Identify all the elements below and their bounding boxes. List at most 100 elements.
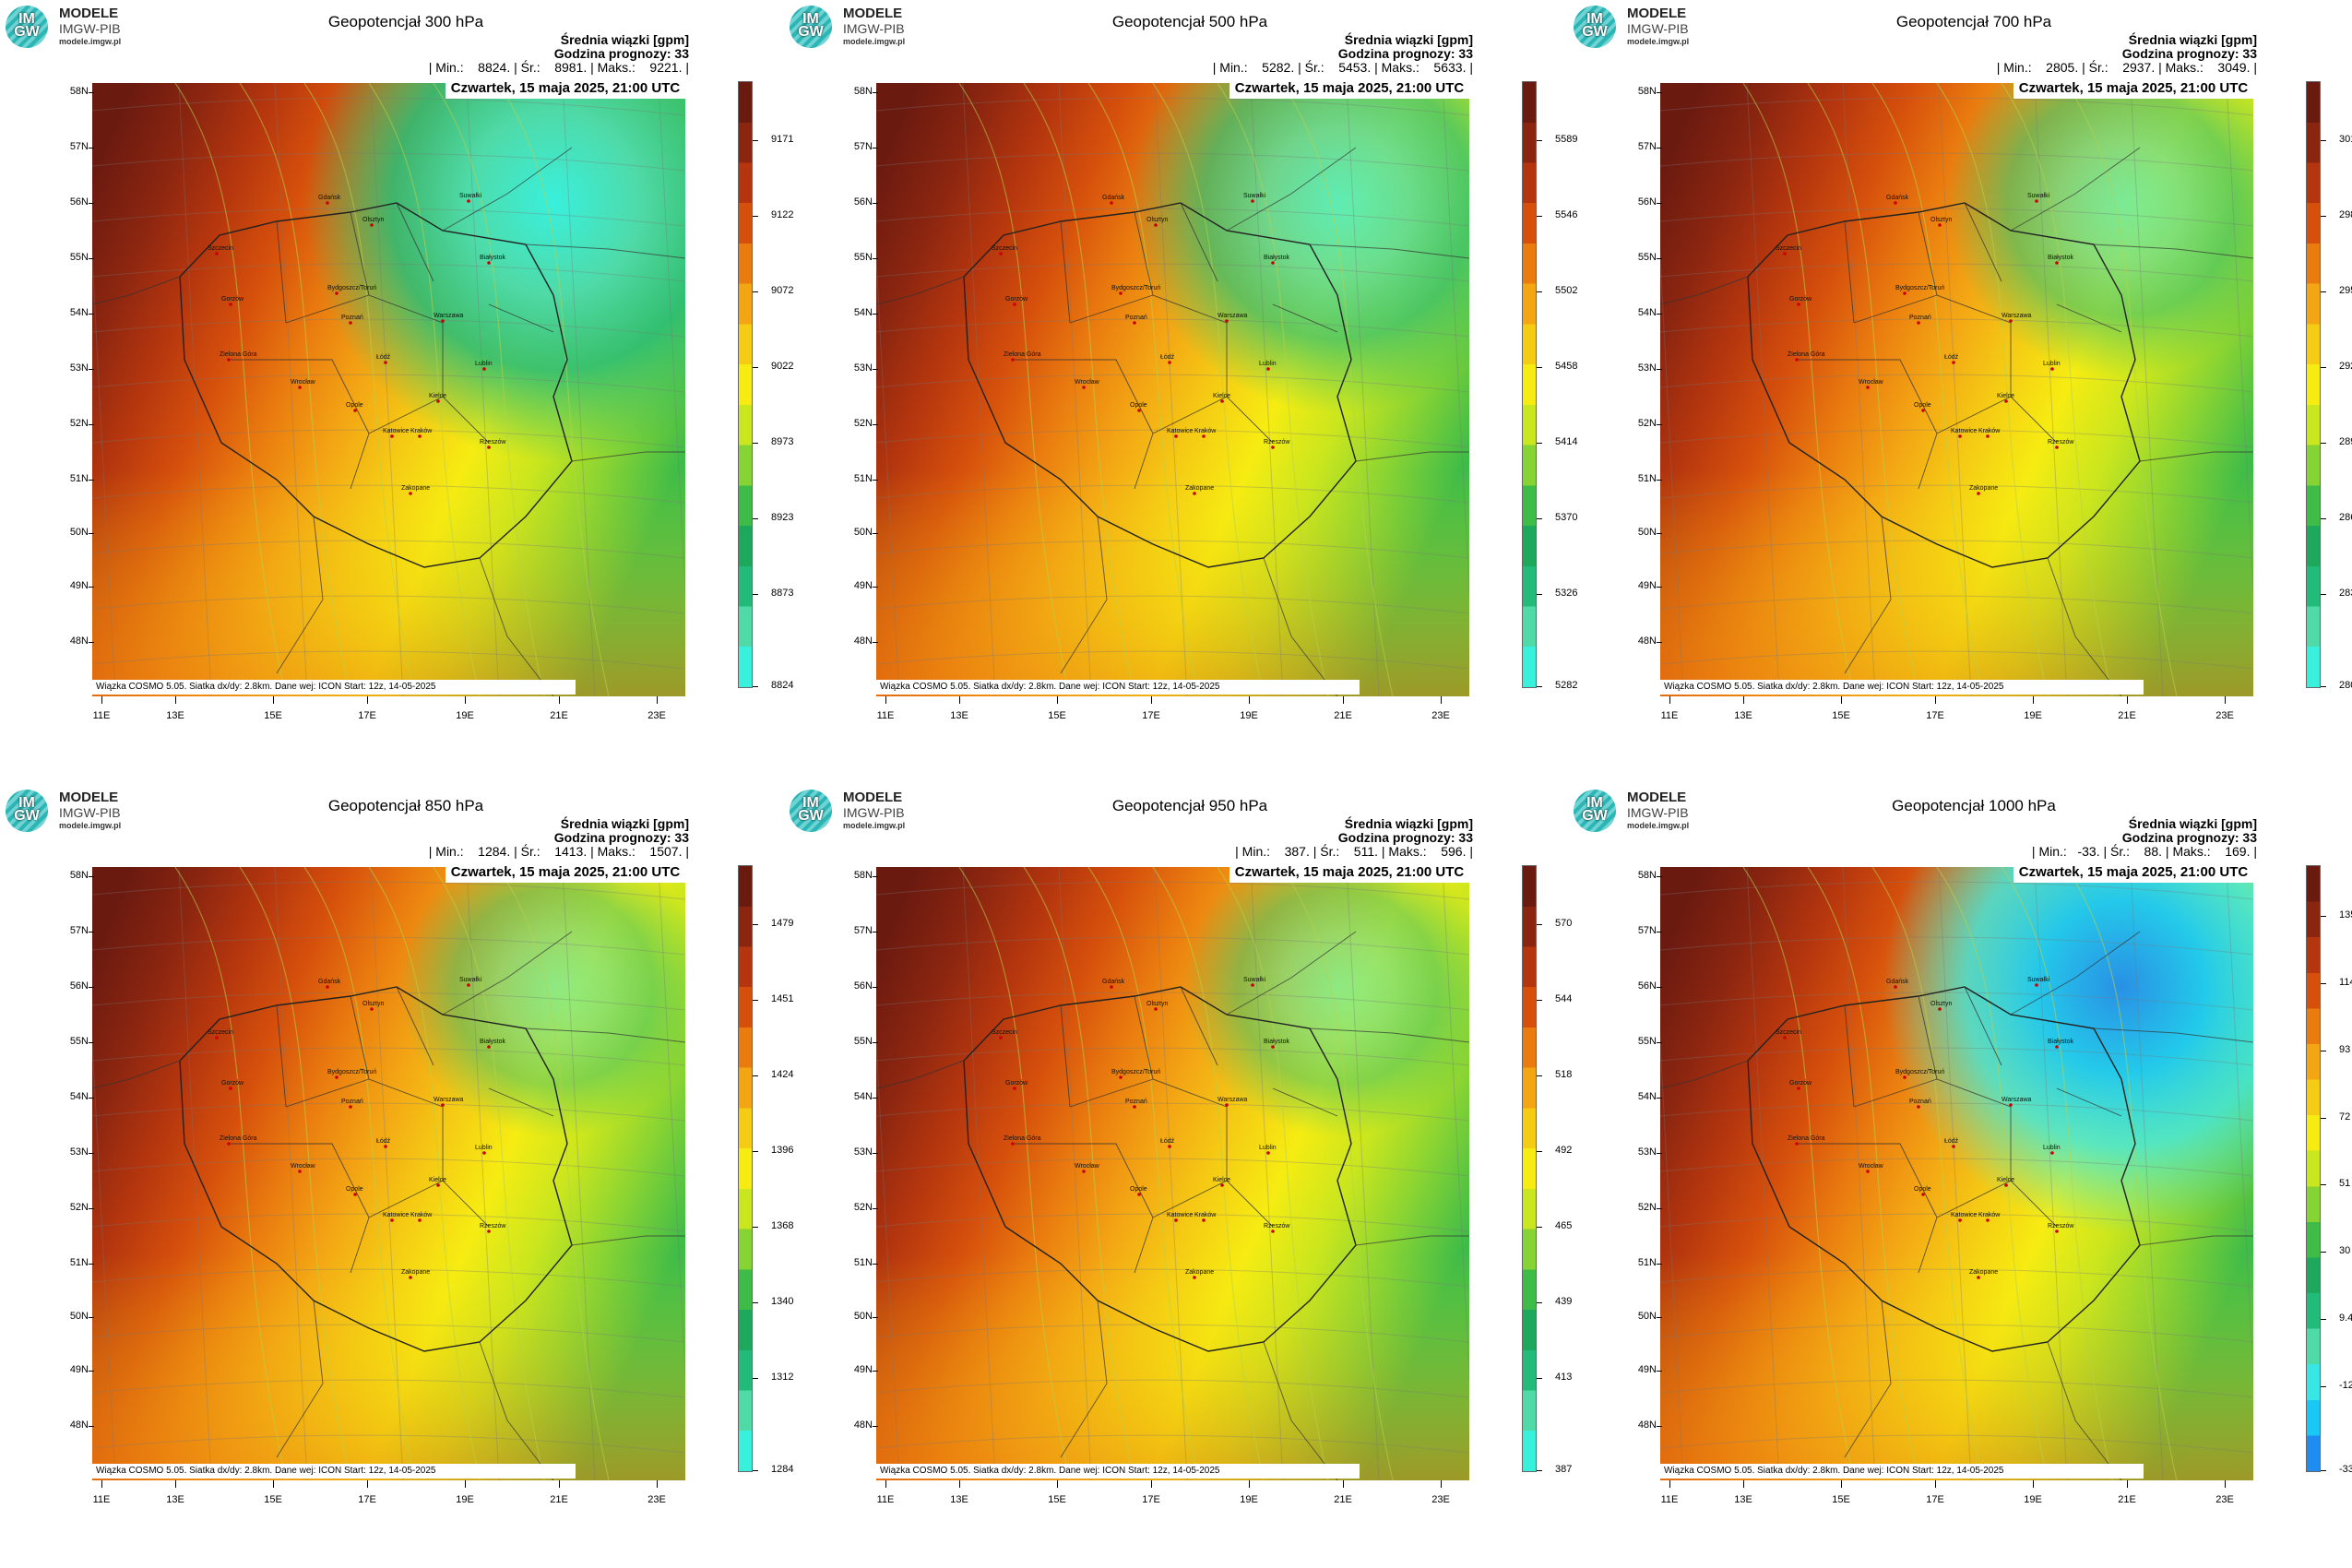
latitude-label: 56N [1637,196,1657,208]
latitude-tick [873,876,878,877]
country-border [179,986,573,1352]
colorbar-tick [753,1302,758,1303]
longitude-tick [2033,1480,2034,1488]
colorbar-tick [1537,1302,1542,1303]
panel-header: Średnia wiązki [gpm] Godzina prognozy: 33… [429,817,689,859]
city-marker [1011,358,1015,362]
colorbar-tick [1537,1227,1542,1228]
colorbar-tick [1537,1378,1542,1379]
latitude-label: 54N [1637,1091,1657,1102]
map-panel: IM GW MODELE IMGW-PIB modele.imgw.pl Geopote… [1568,0,2352,784]
city-marker [1958,1218,1962,1222]
longitude-tick [1343,1480,1344,1488]
colorbar-tick [2321,983,2326,984]
city-marker [1866,1170,1870,1173]
latitude-label: 58N [1637,870,1657,881]
graticule-meridian [466,83,500,696]
map-panel: IM GW MODELE IMGW-PIB modele.imgw.pl Geopote… [784,784,1572,1568]
graticule-meridian [1442,867,1469,1384]
logo-emblem-icon [6,790,48,832]
neighbor-borders [1660,147,2253,696]
latitude-tick [1657,1426,1662,1427]
city-marker [1110,201,1113,205]
city-label: Szczecin [1776,245,1801,252]
neighbor-borders [1660,931,2253,1480]
city-label: Kraków [1194,1212,1217,1218]
logo-emblem-icon [1574,790,1616,832]
city-marker [2050,367,2054,371]
city-marker [1154,223,1158,227]
latitude-tick [89,369,94,370]
contour-line [1281,867,1394,1480]
latitude-tick [873,480,878,481]
longitude-label: 21E [2118,710,2136,721]
colorbar-tick [2321,367,2326,368]
city-marker [1174,1218,1178,1222]
latitude-tick [89,424,94,425]
latitude-label: 50N [853,1311,873,1322]
city-label: Białystok [2048,255,2074,261]
city-marker [353,1193,357,1196]
colorbar-label: 1451 [771,993,794,1004]
colorbar-tick [1537,367,1542,368]
imgw-logo: IM GW MODELE IMGW-PIB modele.imgw.pl [790,788,928,834]
graticule-parallel [876,374,1469,393]
graticule-meridian [1154,83,1188,696]
city-label: Gdańsk [318,979,341,985]
city-marker [1783,252,1787,255]
latitude-label: 58N [1637,86,1657,97]
colorbar-tick [1537,518,1542,519]
latitude-label: 57N [1637,141,1657,152]
contour-line [1023,83,1135,696]
city-marker [436,399,440,403]
city-label: Bydgoszcz/Toruń [1111,1069,1160,1075]
graticule-meridian [178,83,212,696]
city-marker [409,492,412,495]
latitude-tick [1657,314,1662,315]
longitude-label: 21E [550,1494,568,1505]
city-label: Olsztyn [362,1001,384,1007]
longitude-tick [885,1480,886,1488]
city-label: Lublin [1259,361,1277,367]
graticule-meridian [370,83,404,696]
colorbar-tick [753,1000,758,1001]
map-area: Gdańsk Suwałki Olsztyn Białystok Szczecin Byd… [1660,83,2253,696]
longitude-label: 15E [1832,1494,1850,1505]
latitude-label: 55N [69,252,89,263]
forecast-date: Czwartek, 15 maja 2025, 21:00 UTC [1229,862,1469,883]
graticule-parallel [92,1213,685,1232]
colorbar-tick [2321,518,2326,519]
header-forecast-hour: Godzina prognozy: 33 [1337,46,1473,61]
graticule-parallel [1660,1379,2253,1398]
graticule-parallel [876,936,1469,956]
city-marker [1795,1142,1799,1146]
graticule-parallel [92,1158,685,1177]
header-forecast-hour: Godzina prognozy: 33 [553,46,689,61]
colorbar-label: 5502 [1555,285,1578,296]
city-label: Rzeszów [480,439,506,445]
model-footnote: Wiązka COSMO 5.05. Siatka dx/dy: 2.8km. … [92,680,576,695]
longitude-label: 13E [950,710,968,721]
longitude-tick [959,696,960,704]
graticule-meridian [2226,83,2253,600]
header-forecast-hour: Godzina prognozy: 33 [1337,830,1473,845]
longitude-tick [465,696,466,704]
city-label: Białystok [480,1039,506,1045]
contour-line [368,867,481,1480]
city-label: Szczecin [208,1029,233,1036]
region-borders [231,986,554,1274]
longitude-label: 17E [1926,710,1944,721]
latitude-tick [873,314,878,315]
city-marker [370,223,374,227]
city-label: Olsztyn [1146,1001,1168,1007]
logo-line2: IMGW-PIB [59,805,121,820]
contour-line [958,83,1071,696]
city-label: Opole [1914,1186,1931,1193]
graticule-parallel [92,881,685,900]
contour-line [2065,867,2178,1480]
latitude-label: 49N [853,1364,873,1375]
low-pressure-center [304,83,685,461]
colorbar-label: 5282 [1555,680,1578,691]
city-marker [1271,261,1275,265]
city-label: Łódź [1944,1138,1959,1145]
